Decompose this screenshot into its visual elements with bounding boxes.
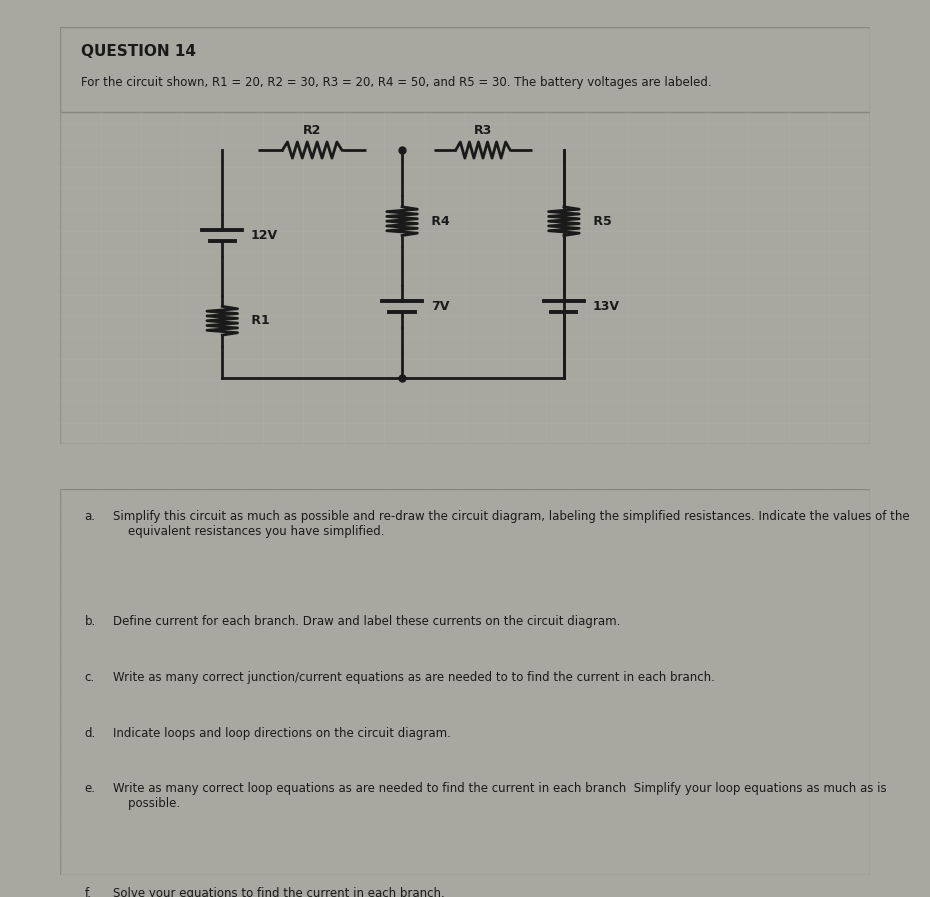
Text: c.: c. [85,671,95,684]
Text: b.: b. [85,615,96,628]
Text: Simplify this circuit as much as possible and re-draw the circuit diagram, label: Simplify this circuit as much as possibl… [113,510,910,538]
Text: f.: f. [85,887,92,897]
Text: Solve your equations to find the current in each branch.: Solve your equations to find the current… [113,887,445,897]
Text: R3: R3 [474,124,492,136]
Text: a.: a. [85,510,96,523]
Text: R5: R5 [589,214,612,228]
Text: R2: R2 [303,124,322,136]
Text: R4: R4 [427,214,450,228]
Text: e.: e. [85,782,96,796]
Text: R1: R1 [247,314,271,327]
Text: 7V: 7V [431,300,449,313]
Text: Write as many correct loop equations as are needed to find the current in each b: Write as many correct loop equations as … [113,782,886,810]
Text: 12V: 12V [251,229,278,242]
Text: 13V: 13V [592,300,619,313]
Text: Define current for each branch. Draw and label these currents on the circuit dia: Define current for each branch. Draw and… [113,615,620,628]
Text: Indicate loops and loop directions on the circuit diagram.: Indicate loops and loop directions on th… [113,727,451,740]
Text: QUESTION 14: QUESTION 14 [81,44,195,59]
Text: For the circuit shown, R1 = 20, R2 = 30, R3 = 20, R4 = 50, and R5 = 30. The batt: For the circuit shown, R1 = 20, R2 = 30,… [81,76,711,89]
Text: d.: d. [85,727,96,740]
Text: Write as many correct junction/current equations as are needed to to find the cu: Write as many correct junction/current e… [113,671,715,684]
